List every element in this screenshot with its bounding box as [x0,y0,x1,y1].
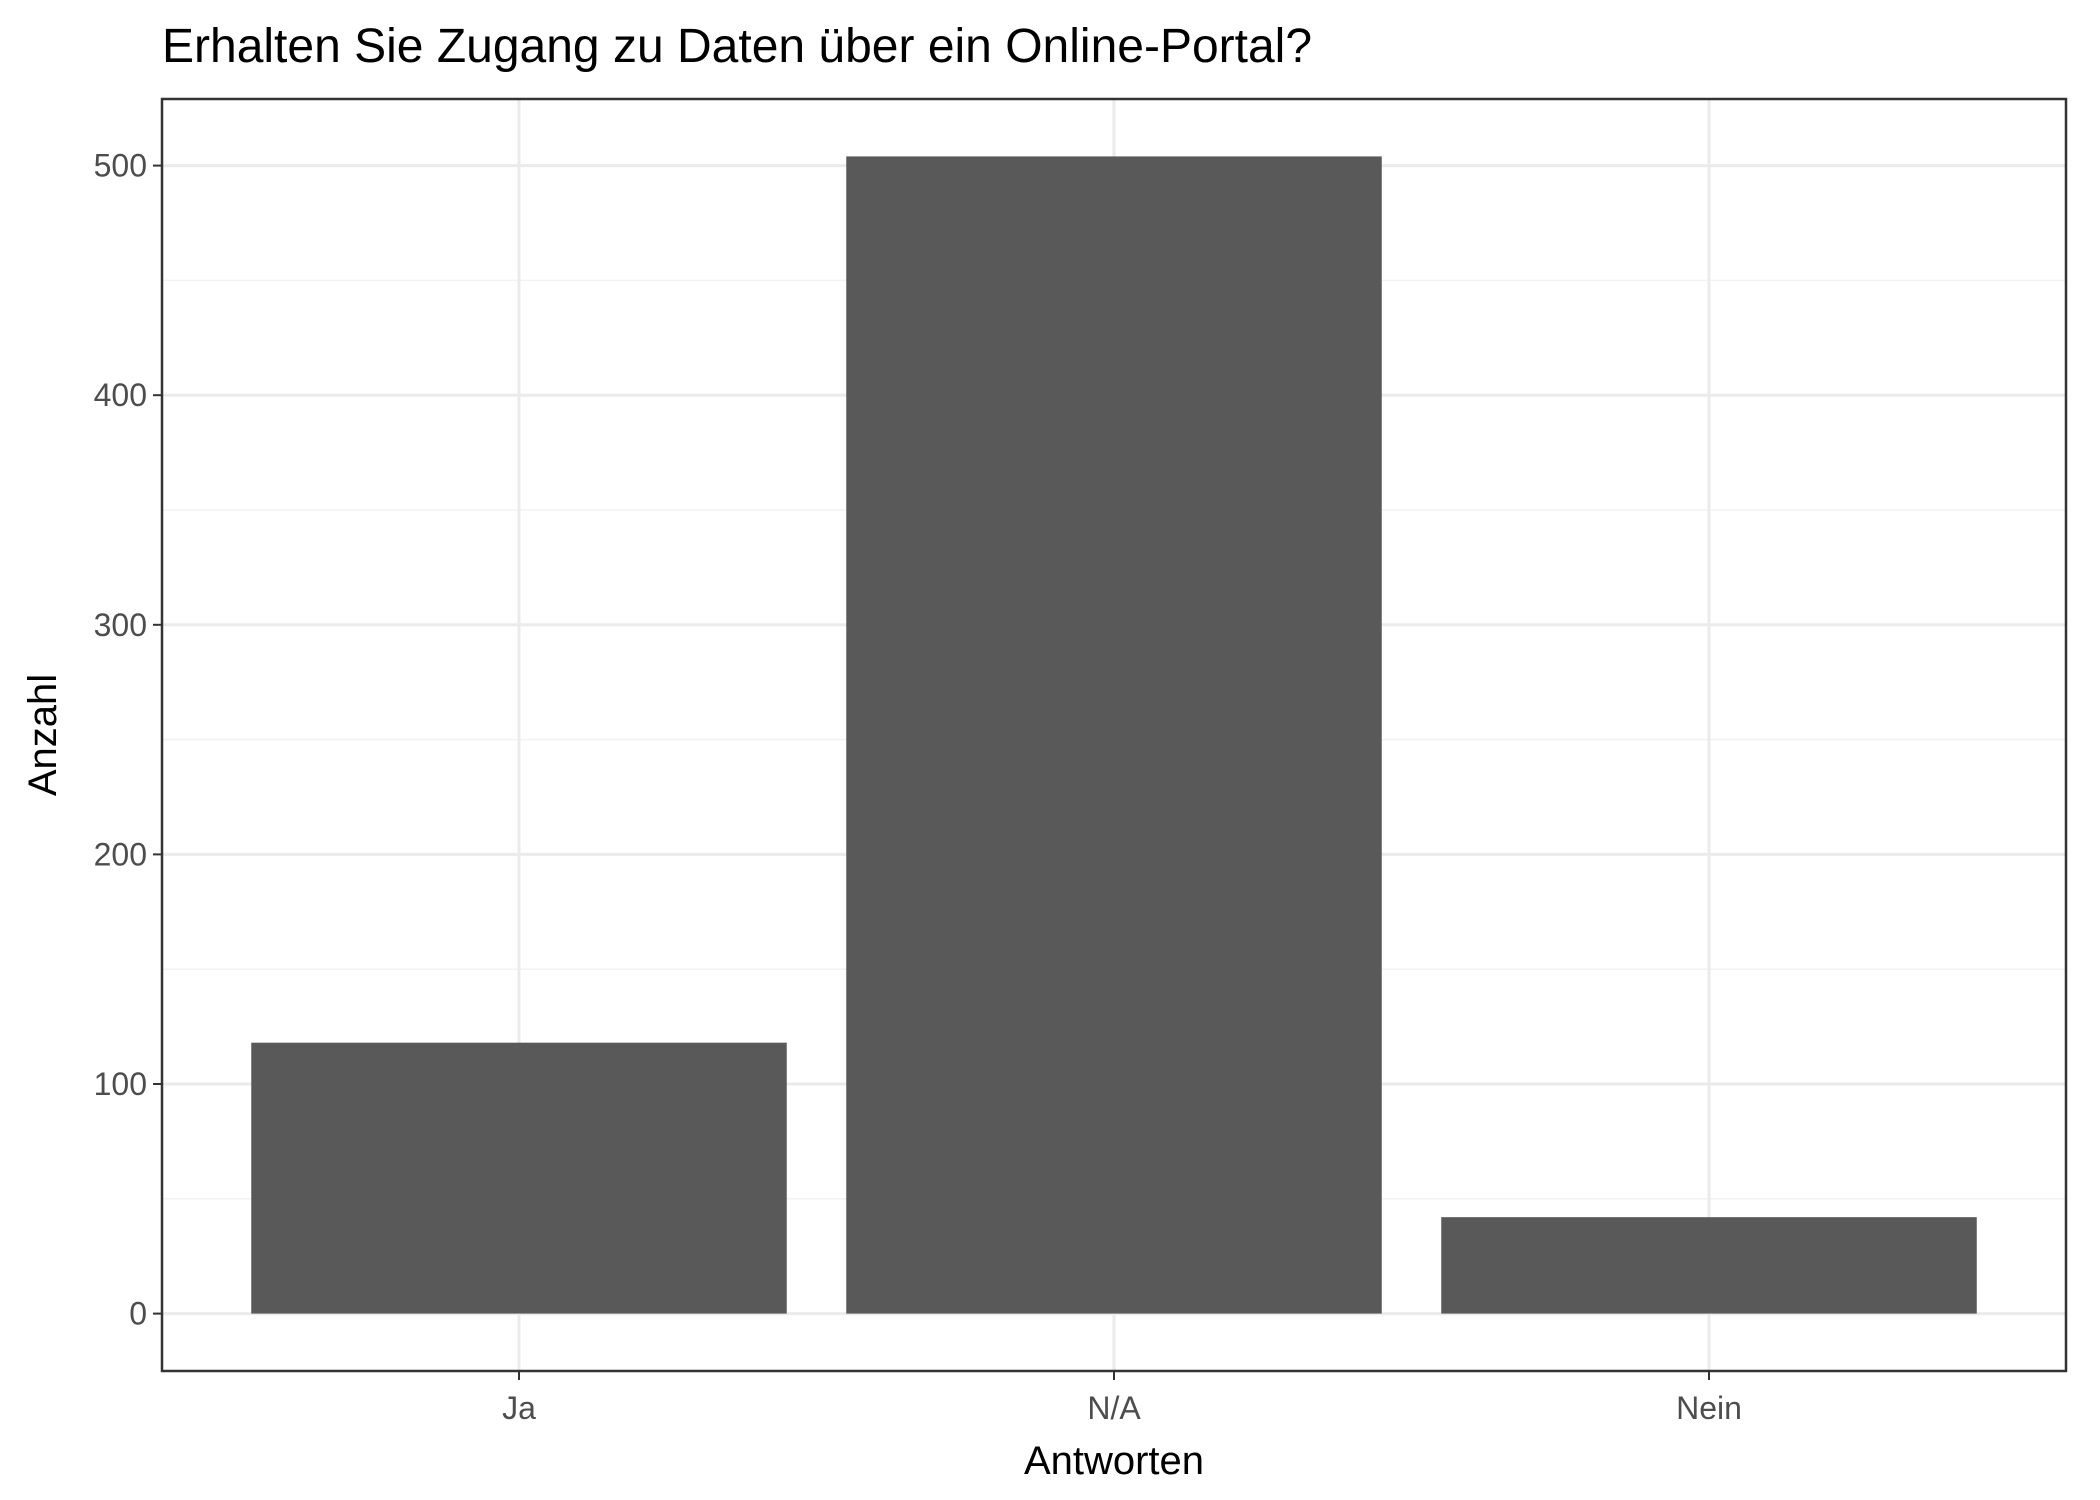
x-axis-ticks: Ja N/A Nein [502,1371,1742,1426]
chart-title: Erhalten Sie Zugang zu Daten über ein On… [162,20,1312,73]
y-tick-label: 500 [94,148,147,184]
bar-n-a [846,156,1382,1314]
y-tick-label: 300 [94,607,147,643]
bars [251,156,1977,1314]
x-tick-label: Nein [1676,1390,1742,1426]
bar-nein [1441,1217,1977,1314]
y-axis-ticks: 0 100 200 300 400 500 [94,148,162,1332]
y-tick-label: 0 [129,1296,147,1332]
y-tick-label: 100 [94,1066,147,1102]
x-tick-label: N/A [1087,1390,1141,1426]
y-tick-label: 200 [94,836,147,872]
x-axis-title: Antworten [1024,1439,1204,1483]
x-tick-label: Ja [502,1390,536,1426]
y-tick-label: 400 [94,377,147,413]
bar-ja [251,1042,787,1314]
y-axis-title: Anzahl [21,674,65,796]
